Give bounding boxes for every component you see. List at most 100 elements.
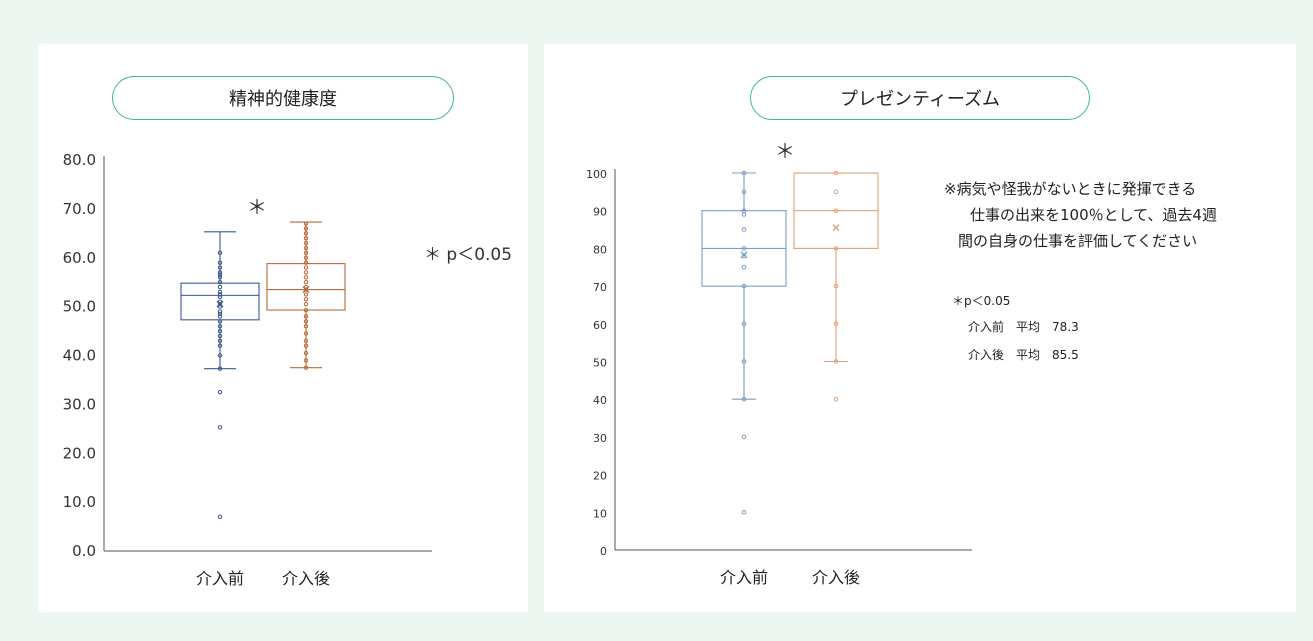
data-point [833,359,839,364]
data-point [217,328,223,334]
data-point [741,227,747,232]
y-tick-label: 0.0 [72,542,96,560]
data-point [833,208,839,213]
data-point [217,343,223,348]
data-point [303,350,309,356]
data-point [217,514,223,519]
data-point [217,292,223,297]
y-tick-label: 20 [593,470,607,483]
data-point [741,434,747,440]
data-point [833,396,839,402]
data-point [833,246,839,251]
data-point [303,307,309,313]
data-point [217,338,223,344]
data-point [741,189,747,195]
x-category-label: 介入前 [196,569,244,588]
data-point [303,265,309,270]
data-point [741,510,747,515]
data-point [741,321,747,327]
data-point [217,311,223,317]
data-point [303,301,309,307]
y-tick-label: 70.0 [63,200,96,218]
data-point [303,297,309,302]
x-category-label: 介入後 [282,569,330,588]
mental-health-panel: 精神的健康度 80.0 70.0 60.0 50.0 40.0 30.0 20.0 10.0 0… [38,44,528,612]
data-point [833,283,839,289]
data-point [303,231,309,236]
data-point [741,359,747,364]
stat-significance: ＊p＜0.05 [952,294,1011,308]
data-point [217,250,223,256]
data-point [303,279,309,285]
data-point [303,221,309,226]
data-point [217,294,223,300]
data-point [303,270,309,275]
data-point [303,236,309,241]
y-tick-label: 80.0 [63,151,96,169]
y-tick-label: 60.0 [63,249,96,267]
mean-marker [216,300,224,308]
note-line-1: ※病気や怪我がないときに発揮できる [944,180,1197,198]
data-point [741,396,747,402]
y-tick-label: 20.0 [63,444,96,462]
data-point [741,208,747,213]
data-point [217,314,223,319]
data-point [303,226,309,231]
data-point [303,331,309,336]
y-tick-label: 90 [593,206,607,219]
chart-title-mental-health: 精神的健康度 [112,76,454,120]
data-point [217,353,223,358]
data-point [217,265,223,270]
data-point [303,365,309,370]
y-tick-label: 50.0 [63,298,96,316]
data-point [303,245,309,251]
iqr-box [266,263,346,311]
data-point [741,170,747,176]
data-point [303,343,309,348]
data-point [303,287,309,292]
data-point [741,283,747,289]
y-tick-label: 40.0 [63,347,96,365]
data-point [741,264,747,270]
data-point [217,272,223,278]
y-tick-label: 80 [593,243,607,256]
note-line-3: 間の自身の仕事を評価してください [958,232,1198,250]
data-point [303,338,309,344]
data-point [217,425,223,430]
y-tick-label: 70 [593,281,607,294]
data-point [217,289,223,295]
data-point [217,279,223,285]
data-point [303,260,309,265]
data-point [217,319,223,324]
data-point [741,212,747,217]
mean-marker [740,251,748,259]
mean-marker [832,224,840,232]
data-point [833,321,839,327]
y-tick-label: 60 [593,319,607,332]
data-point [741,246,747,251]
data-point [217,270,223,275]
data-point [303,358,309,363]
x-category-label: 介入後 [812,568,860,587]
data-point [303,240,309,246]
data-point [217,275,223,280]
mental-health-boxplot: 80.0 70.0 60.0 50.0 40.0 30.0 20.0 10.0 0.0 介入前 介入… [63,151,512,588]
significance-mark: ＊ [247,195,267,219]
data-point [303,292,309,297]
data-point [833,170,839,176]
data-point [303,250,309,256]
y-tick-label: 50 [593,357,607,370]
data-point [833,189,839,195]
data-point [217,301,223,307]
data-point [217,309,223,314]
data-point [303,314,309,319]
significance-mark: ＊ [775,139,795,163]
x-category-label: 介入前 [720,568,768,587]
chart-title-presenteeism: プレゼンティーズム [750,76,1090,120]
data-point [303,275,309,280]
data-point [303,255,309,260]
data-point [217,260,223,265]
y-tick-label: 40 [593,394,607,407]
presenteeism-panel: プレゼンティーズム 100 90 80 70 60 50 40 30 20 10 0 介入前 介入後＊ … [544,44,1296,612]
significance-legend: ＊ p＜0.05 [424,245,512,265]
